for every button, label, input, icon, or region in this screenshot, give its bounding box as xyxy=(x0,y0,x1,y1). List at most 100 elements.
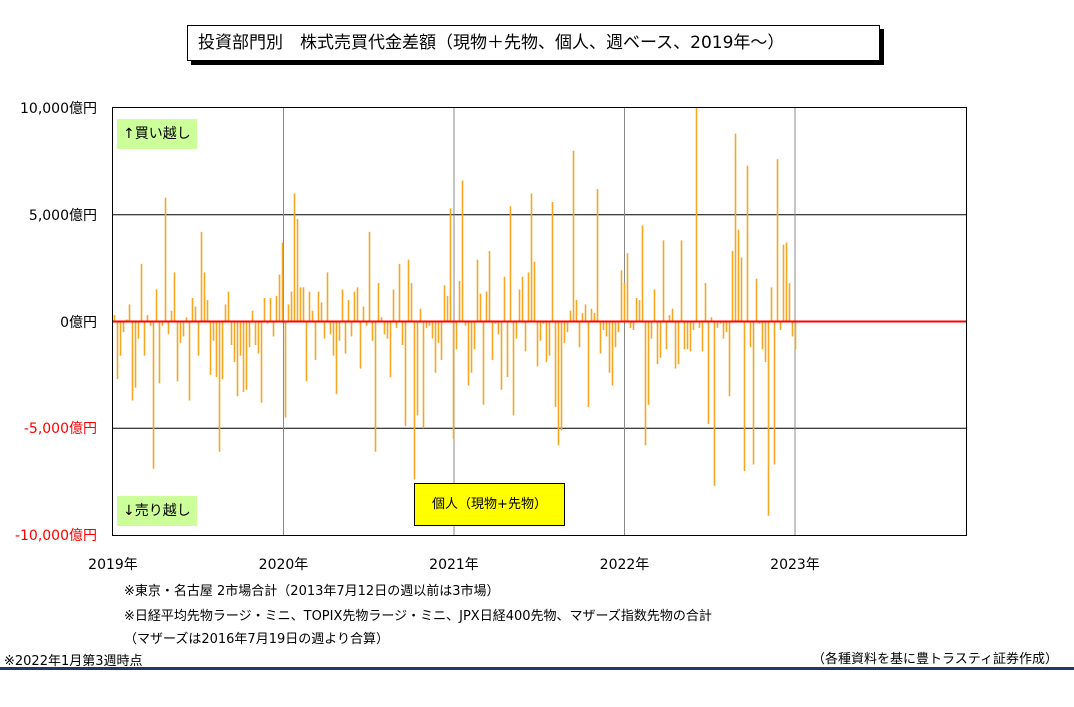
bar xyxy=(740,257,743,322)
bar xyxy=(398,263,401,322)
bar xyxy=(497,321,500,335)
bar xyxy=(767,321,770,516)
bar xyxy=(302,287,305,322)
bar xyxy=(395,321,398,328)
bar xyxy=(218,321,221,452)
bar xyxy=(635,298,638,322)
bar xyxy=(632,321,635,331)
bar xyxy=(263,298,266,322)
bar xyxy=(542,321,545,324)
bar xyxy=(299,287,302,322)
bar xyxy=(545,321,548,363)
bar xyxy=(182,321,185,337)
bar xyxy=(617,321,620,333)
bar xyxy=(500,321,503,390)
bar xyxy=(404,321,407,427)
bar xyxy=(602,321,605,331)
bar xyxy=(410,283,413,322)
bar xyxy=(560,321,563,431)
bar xyxy=(725,321,728,333)
bar xyxy=(359,321,362,369)
bar xyxy=(614,321,617,348)
bar xyxy=(383,321,386,335)
bar xyxy=(716,321,719,328)
bar xyxy=(605,321,608,337)
bar xyxy=(389,321,392,378)
bar xyxy=(158,321,161,384)
bar xyxy=(569,310,572,322)
bar xyxy=(743,321,746,471)
bar xyxy=(350,321,353,337)
bar xyxy=(149,321,152,326)
bar xyxy=(671,308,674,322)
bar xyxy=(170,310,173,322)
bar xyxy=(440,321,443,360)
bar xyxy=(269,298,272,322)
bar xyxy=(167,321,170,335)
bar xyxy=(776,159,779,322)
bar xyxy=(173,272,176,322)
bar xyxy=(524,321,527,352)
chart-svg xyxy=(113,108,966,535)
bar xyxy=(527,272,530,322)
bar xyxy=(353,291,356,322)
bar xyxy=(473,321,476,350)
bar xyxy=(512,321,515,416)
bar xyxy=(419,308,422,322)
x-tick-label: 2019年 xyxy=(88,557,138,573)
note-source: （各種資料を基に豊トラスティ証券作成） xyxy=(812,652,1058,667)
bar xyxy=(755,278,758,322)
bar xyxy=(314,321,317,360)
bar xyxy=(146,315,149,322)
bar xyxy=(164,197,167,322)
bar xyxy=(590,308,593,322)
bar xyxy=(680,240,683,322)
bar xyxy=(413,321,416,480)
bar xyxy=(272,321,275,337)
bar xyxy=(470,321,473,373)
bar xyxy=(407,259,410,322)
bar xyxy=(572,150,575,322)
bar xyxy=(788,283,791,322)
bar xyxy=(584,304,587,322)
bar xyxy=(431,321,434,339)
bar xyxy=(620,270,623,322)
bar xyxy=(254,321,257,345)
bar xyxy=(128,304,131,322)
bar xyxy=(665,321,668,350)
bar xyxy=(455,321,458,350)
bar xyxy=(212,321,215,341)
bar xyxy=(119,321,122,356)
bar xyxy=(113,315,116,322)
bar xyxy=(746,165,749,322)
bar xyxy=(332,321,335,356)
bar xyxy=(689,321,692,352)
bar xyxy=(611,321,614,386)
bar xyxy=(176,321,179,382)
legend-box: 個人（現物+先物） xyxy=(414,483,565,526)
bar xyxy=(251,310,254,322)
bar xyxy=(509,206,512,322)
bar xyxy=(650,321,653,339)
bar xyxy=(515,321,518,339)
bar xyxy=(518,289,521,322)
bar xyxy=(758,321,761,324)
bar xyxy=(794,321,797,350)
bar xyxy=(197,321,200,356)
bar xyxy=(446,295,449,322)
x-tick-label: 2022年 xyxy=(599,557,650,573)
bar xyxy=(701,321,704,352)
bar xyxy=(548,321,551,356)
note-futures: ※日経平均先物ラージ・ミニ、TOPIX先物ラージ・ミニ、JPX日経400先物、マ… xyxy=(124,609,712,624)
bar xyxy=(248,321,251,348)
bar xyxy=(731,251,734,322)
bar xyxy=(683,321,686,350)
bar xyxy=(626,253,629,322)
footer-divider xyxy=(0,667,1074,670)
bar xyxy=(239,321,242,356)
bar xyxy=(728,321,731,397)
bar xyxy=(656,321,659,365)
bar xyxy=(131,321,134,401)
bar xyxy=(284,321,287,418)
bar xyxy=(563,321,566,343)
